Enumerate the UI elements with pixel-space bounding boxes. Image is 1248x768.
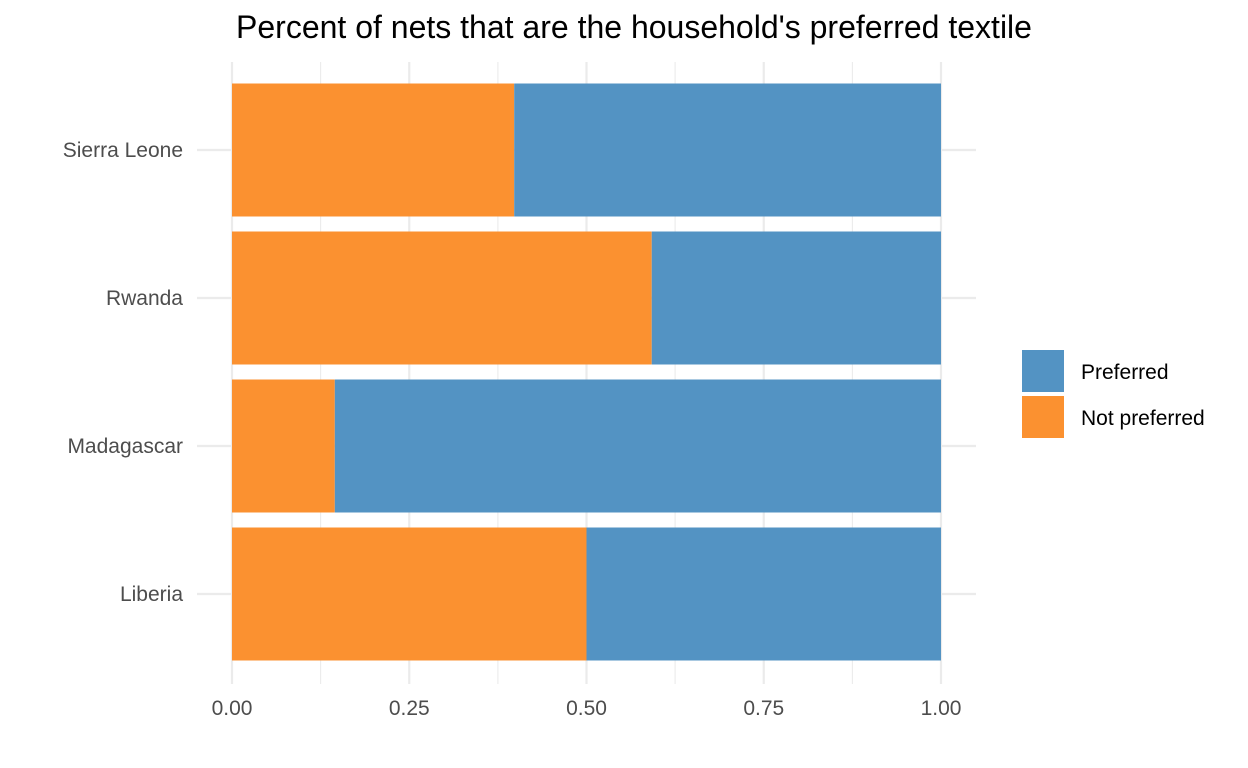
x-tick-label: 0.25 xyxy=(389,697,430,720)
bar-liberia-not-preferred xyxy=(232,527,587,661)
legend-label: Not preferred xyxy=(1081,407,1205,430)
bar-sierra-leone-not-preferred xyxy=(232,83,515,217)
x-tick-label: 0.50 xyxy=(566,697,607,720)
bar-sierra-leone-preferred xyxy=(514,83,941,217)
y-tick-label: Sierra Leone xyxy=(63,139,183,162)
y-tick-label: Rwanda xyxy=(106,287,183,310)
x-axis-tick-labels: 0.00 0.25 0.50 0.75 1.00 xyxy=(212,697,962,720)
x-tick-label: 0.75 xyxy=(743,697,784,720)
bar-madagascar-not-preferred xyxy=(232,379,335,513)
x-tick-label: 0.00 xyxy=(212,697,253,720)
bar-rwanda-not-preferred xyxy=(232,231,652,365)
chart-title: Percent of nets that are the household's… xyxy=(236,9,1032,45)
y-tick-label: Liberia xyxy=(120,583,183,606)
legend-label: Preferred xyxy=(1081,361,1169,384)
bars xyxy=(232,83,941,661)
legend-key xyxy=(1022,396,1064,438)
bar-madagascar-preferred xyxy=(334,379,941,513)
legend-key xyxy=(1022,350,1064,392)
y-tick-label: Madagascar xyxy=(67,435,183,458)
bar-liberia-preferred xyxy=(586,527,941,661)
bar-rwanda-preferred xyxy=(651,231,941,365)
legend: Preferred Not preferred xyxy=(1022,350,1205,438)
y-axis-tick-labels: Liberia Madagascar Rwanda Sierra Leone xyxy=(63,139,184,606)
x-tick-label: 1.00 xyxy=(921,697,962,720)
